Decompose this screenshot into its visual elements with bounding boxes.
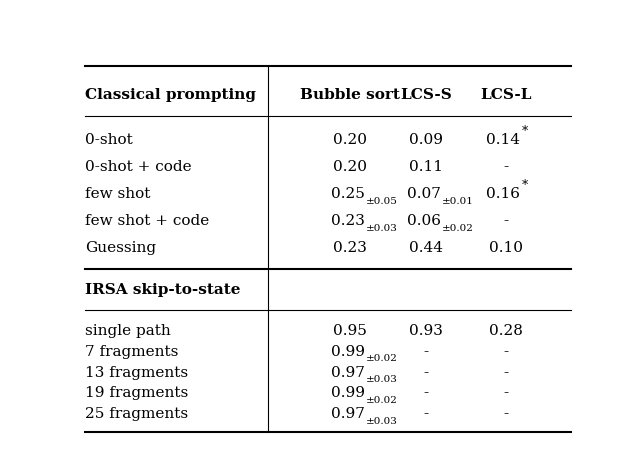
Text: IRSA skip-to-state: IRSA skip-to-state xyxy=(85,283,241,297)
Text: 13 fragments: 13 fragments xyxy=(85,365,188,380)
Text: 0.09: 0.09 xyxy=(409,133,444,147)
Text: 0.14: 0.14 xyxy=(486,133,520,147)
Text: -: - xyxy=(424,387,429,401)
Text: LCS-S: LCS-S xyxy=(401,88,452,102)
Text: 0.11: 0.11 xyxy=(409,160,444,174)
Text: -: - xyxy=(424,365,429,380)
Text: 0.28: 0.28 xyxy=(488,324,522,338)
Text: ±0.05: ±0.05 xyxy=(366,197,398,206)
Text: -: - xyxy=(503,365,508,380)
Text: Classical prompting: Classical prompting xyxy=(85,88,256,102)
Text: -: - xyxy=(424,407,429,421)
Text: 0.93: 0.93 xyxy=(409,324,443,338)
Text: 0.25: 0.25 xyxy=(332,187,365,201)
Text: 19 fragments: 19 fragments xyxy=(85,387,188,401)
Text: few shot + code: few shot + code xyxy=(85,214,209,228)
Text: 0.20: 0.20 xyxy=(333,133,367,147)
Text: ±0.03: ±0.03 xyxy=(366,417,398,426)
Text: -: - xyxy=(503,387,508,401)
Text: ±0.02: ±0.02 xyxy=(366,396,398,405)
Text: ±0.03: ±0.03 xyxy=(366,375,398,384)
Text: ±0.01: ±0.01 xyxy=(442,197,474,206)
Text: -: - xyxy=(503,160,508,174)
Text: *: * xyxy=(522,125,528,138)
Text: -: - xyxy=(424,345,429,359)
Text: 0.44: 0.44 xyxy=(409,241,444,255)
Text: 0-shot + code: 0-shot + code xyxy=(85,160,191,174)
Text: 0.20: 0.20 xyxy=(333,160,367,174)
Text: 0.06: 0.06 xyxy=(407,214,441,228)
Text: -: - xyxy=(503,407,508,421)
Text: 0.95: 0.95 xyxy=(333,324,367,338)
Text: 0.07: 0.07 xyxy=(407,187,441,201)
Text: 0.10: 0.10 xyxy=(488,241,523,255)
Text: Guessing: Guessing xyxy=(85,241,156,255)
Text: ±0.03: ±0.03 xyxy=(366,224,398,233)
Text: 0.97: 0.97 xyxy=(332,365,365,380)
Text: LCS-L: LCS-L xyxy=(480,88,531,102)
Text: -: - xyxy=(503,345,508,359)
Text: 0.23: 0.23 xyxy=(332,214,365,228)
Text: ±0.02: ±0.02 xyxy=(442,224,474,233)
Text: 0.99: 0.99 xyxy=(332,387,365,401)
Text: 7 fragments: 7 fragments xyxy=(85,345,179,359)
Text: few shot: few shot xyxy=(85,187,150,201)
Text: 25 fragments: 25 fragments xyxy=(85,407,188,421)
Text: -: - xyxy=(503,214,508,228)
Text: Bubble sort: Bubble sort xyxy=(300,88,400,102)
Text: 0-shot: 0-shot xyxy=(85,133,132,147)
Text: 0.97: 0.97 xyxy=(332,407,365,421)
Text: 0.99: 0.99 xyxy=(332,345,365,359)
Text: 0.16: 0.16 xyxy=(486,187,520,201)
Text: *: * xyxy=(522,179,528,192)
Text: ±0.02: ±0.02 xyxy=(366,354,398,363)
Text: single path: single path xyxy=(85,324,171,338)
Text: 0.23: 0.23 xyxy=(333,241,367,255)
